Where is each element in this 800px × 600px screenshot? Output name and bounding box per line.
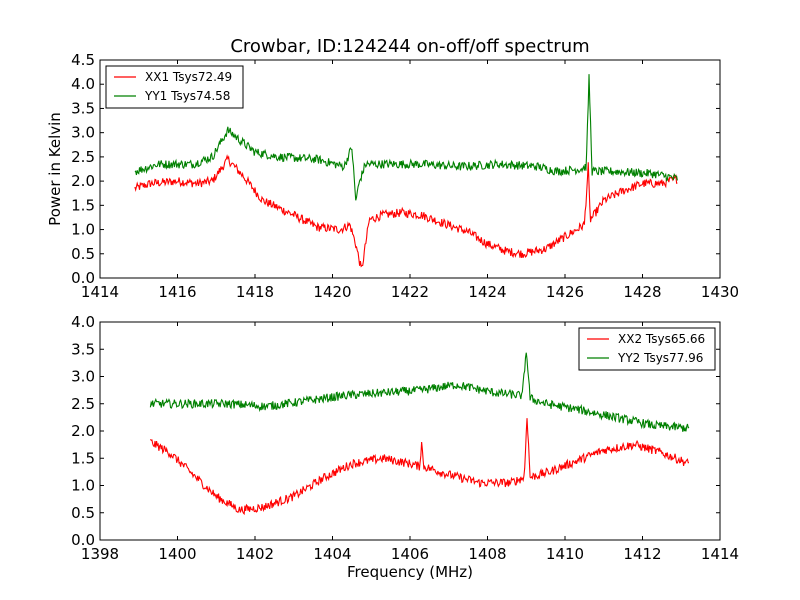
- x-tick-label: 1400: [158, 545, 196, 563]
- x-tick-label: 1420: [313, 283, 351, 301]
- x-tick-label: 1418: [236, 283, 274, 301]
- x-tick-label: 1408: [468, 545, 506, 563]
- y-tick-label: 0.5: [71, 504, 95, 522]
- legend: XX1 Tsys72.49 YY1 Tsys74.58: [105, 65, 244, 109]
- x-tick-label: 1428: [623, 283, 661, 301]
- series-trace-0-0: [134, 154, 678, 268]
- y-tick-label: 2.5: [71, 148, 95, 166]
- y-tick-label: 3.5: [71, 99, 95, 117]
- x-tick-label: 1430: [701, 283, 739, 301]
- figure-title: Crowbar, ID:124244 on-off/off spectrum: [230, 36, 589, 57]
- top-spectrum-panel: 1414 1416 1418 1420 1422 1424 1426 1428 1430 0.0 0…: [46, 51, 739, 301]
- x-tick-label: 1398: [81, 545, 119, 563]
- y-tick-label: 0.5: [71, 245, 95, 263]
- y-tick-label: 0.0: [71, 531, 95, 549]
- legend-entry: YY1 Tsys74.58: [144, 89, 230, 103]
- y-tick-label: 2.0: [71, 172, 95, 190]
- legend-box: [105, 65, 244, 109]
- y-tick-label: 3.5: [71, 340, 95, 358]
- x-tick-label: 1426: [546, 283, 584, 301]
- y-tick-label: 2.5: [71, 395, 95, 413]
- y-tick-label: 1.5: [71, 196, 95, 214]
- series-trace-1-0: [149, 418, 690, 516]
- y-tick-label: 0.0: [71, 269, 95, 287]
- bottom-spectrum-panel: 1398 1400 1402 1404 1406 1408 1410 1412 1414 0.0 0…: [71, 313, 739, 581]
- series-trace-1-1: [149, 352, 690, 432]
- y-tick-label: 1.0: [71, 477, 95, 495]
- series-trace-0-1: [134, 74, 678, 201]
- y-tick-label: 2.0: [71, 422, 95, 440]
- y-tick-label: 4.0: [71, 313, 95, 331]
- legend-entry: YY2 Tsys77.96: [617, 351, 703, 365]
- x-tick-label: 1422: [391, 283, 429, 301]
- x-tick-label: 1410: [546, 545, 584, 563]
- y-tick-label: 3.0: [71, 368, 95, 386]
- x-axis-title: Frequency (MHz): [347, 563, 473, 581]
- x-tick-label: 1416: [158, 283, 196, 301]
- y-tick-label: 1.0: [71, 221, 95, 239]
- x-tick-label: 1424: [468, 283, 506, 301]
- y-tick-label: 1.5: [71, 449, 95, 467]
- x-tick-label: 1414: [81, 283, 119, 301]
- legend-box: [578, 327, 716, 371]
- legend: XX2 Tsys65.66 YY2 Tsys77.96: [578, 327, 716, 371]
- y-tick-label: 4.5: [71, 51, 95, 69]
- y-tick-label: 4.0: [71, 75, 95, 93]
- x-tick-label: 1414: [701, 545, 739, 563]
- x-tick-label: 1402: [236, 545, 274, 563]
- legend-entry: XX1 Tsys72.49: [145, 70, 232, 84]
- y-tick-label: 3.0: [71, 124, 95, 142]
- x-tick-label: 1404: [313, 545, 351, 563]
- y-axis-title: Power in Kelvin: [46, 112, 64, 226]
- legend-entry: XX2 Tsys65.66: [618, 332, 705, 346]
- x-tick-label: 1412: [623, 545, 661, 563]
- x-tick-label: 1406: [391, 545, 429, 563]
